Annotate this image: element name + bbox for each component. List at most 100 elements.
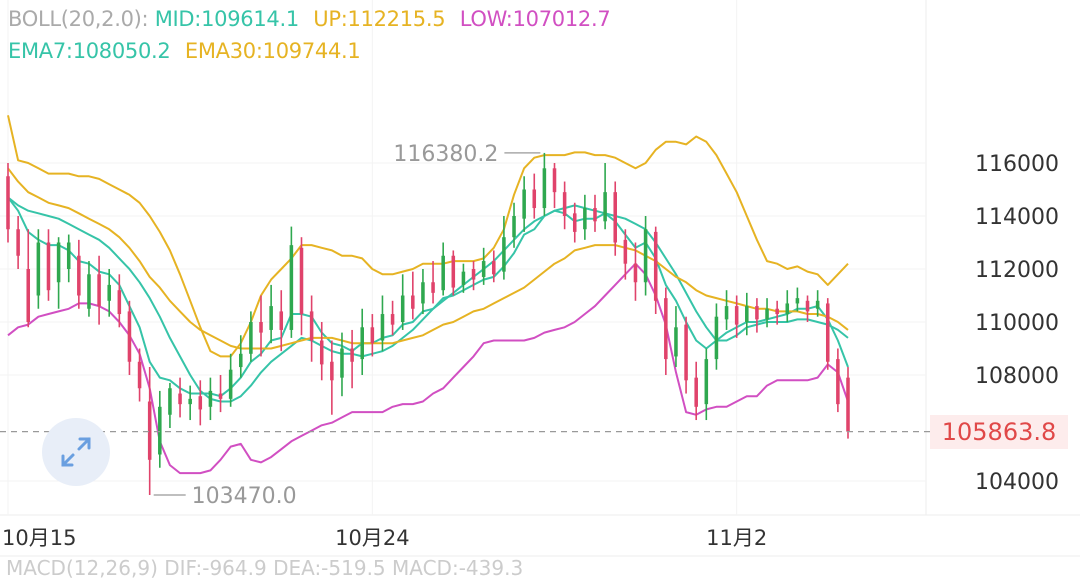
candle-body [259, 322, 263, 333]
candle-body [16, 229, 20, 256]
y-tick-label: 104000 [975, 470, 1059, 495]
candle-body [350, 348, 354, 362]
candle-body [451, 255, 456, 288]
candle-body [441, 255, 445, 291]
macd-legend-partial: MACD(12,26,9) DIF:-964.9 DEA:-519.5 MACD… [6, 556, 524, 580]
candle-body [795, 298, 800, 304]
candle-body [36, 242, 41, 296]
y-tick-label: 110000 [975, 311, 1059, 336]
candle-body [178, 393, 182, 405]
candle-body [825, 303, 830, 362]
candle-body [775, 308, 779, 315]
candle-body [745, 306, 749, 322]
candle-body [330, 361, 334, 381]
candle-body [340, 348, 344, 378]
candle-body [583, 208, 587, 230]
candle-body [815, 300, 820, 309]
candle-body [653, 231, 658, 301]
candle-body [117, 290, 122, 315]
candle-body [390, 314, 395, 325]
candle-body [309, 311, 314, 341]
indicator-lines [7, 115, 849, 475]
up-value: UP:112215.5 [313, 7, 446, 31]
candle-body [846, 377, 850, 432]
candles [6, 152, 850, 496]
series-line-low [7, 262, 849, 475]
x-tick-label: 11月2 [706, 526, 767, 550]
candle-body [785, 303, 790, 315]
candle-body [633, 263, 638, 283]
candle-body [552, 168, 557, 193]
candle-body [694, 377, 698, 407]
candle-body [481, 261, 486, 277]
candle-body [299, 247, 304, 315]
extreme-annotations: 116380.2 103470.0 [153, 142, 541, 509]
ema30-value: EMA30:109744.1 [184, 39, 361, 63]
y-axis-labels: 116000 114000 112000 110000 108000 104000 [975, 152, 1059, 495]
candle-body [643, 229, 648, 283]
candle-body [674, 327, 678, 357]
candle-body [228, 369, 233, 399]
candle-body [714, 316, 719, 360]
candle-body [593, 208, 597, 222]
series-line-up [7, 115, 849, 358]
candle-body [664, 298, 668, 360]
candle-body [623, 239, 628, 264]
candle-body [208, 390, 213, 407]
x-tick-label: 10月24 [335, 526, 409, 550]
candle-body [572, 213, 577, 232]
candle-body [704, 359, 709, 405]
candle-body [370, 327, 375, 344]
boll-label: BOLL(20,2.0): [8, 7, 149, 31]
candle-body [836, 359, 840, 405]
candle-body [198, 396, 203, 410]
boll-legend: BOLL(20,2.0): MID:109614.1 UP:112215.5 L… [8, 7, 618, 31]
candle-body [542, 168, 547, 209]
candle-body [805, 300, 810, 312]
candle-body [471, 269, 476, 280]
low-value: LOW:107012.7 [459, 7, 611, 31]
candle-body [46, 242, 51, 291]
candle-body [684, 324, 688, 381]
y-tick-label: 108000 [975, 364, 1059, 389]
candle-body [522, 189, 526, 219]
ema7-value: EMA7:108050.2 [8, 39, 171, 63]
candle-body [734, 306, 739, 325]
candle-body [239, 353, 243, 368]
candle-body [400, 295, 405, 322]
candle-body [127, 311, 132, 362]
candle-body [411, 295, 415, 309]
candle-body [765, 308, 769, 320]
candle-body [279, 311, 284, 330]
y-tick-label: 114000 [975, 205, 1059, 230]
candle-body [26, 269, 31, 322]
candle-body [502, 237, 506, 272]
expand-button[interactable] [42, 418, 110, 486]
y-tick-label: 116000 [975, 152, 1059, 177]
candle-body [269, 306, 273, 330]
candle-body [56, 242, 61, 283]
expand-icon [61, 437, 91, 467]
last-price-tag: 105863.8 [930, 415, 1068, 449]
candle-body [492, 261, 496, 275]
candle-body [249, 322, 253, 354]
candle-body [137, 361, 142, 389]
chart-grid [0, 0, 1080, 557]
candle-body [147, 401, 152, 460]
candle-body [97, 274, 101, 307]
candle-body [360, 327, 364, 360]
candle-body [168, 388, 172, 415]
candle-body [532, 189, 537, 209]
low-marker-label: 103470.0 [192, 484, 297, 509]
series-line-mid [7, 196, 849, 403]
x-tick-label: 10月15 [2, 526, 76, 550]
series-line-ema7 [7, 196, 849, 398]
candle-body [289, 245, 294, 330]
mid-value: MID:109614.1 [154, 7, 299, 31]
candle-body [188, 398, 192, 405]
candle-body [461, 271, 466, 285]
candle-body [107, 284, 111, 301]
candle-body [218, 393, 223, 399]
candle-body [603, 192, 607, 222]
candle-body [158, 406, 162, 455]
